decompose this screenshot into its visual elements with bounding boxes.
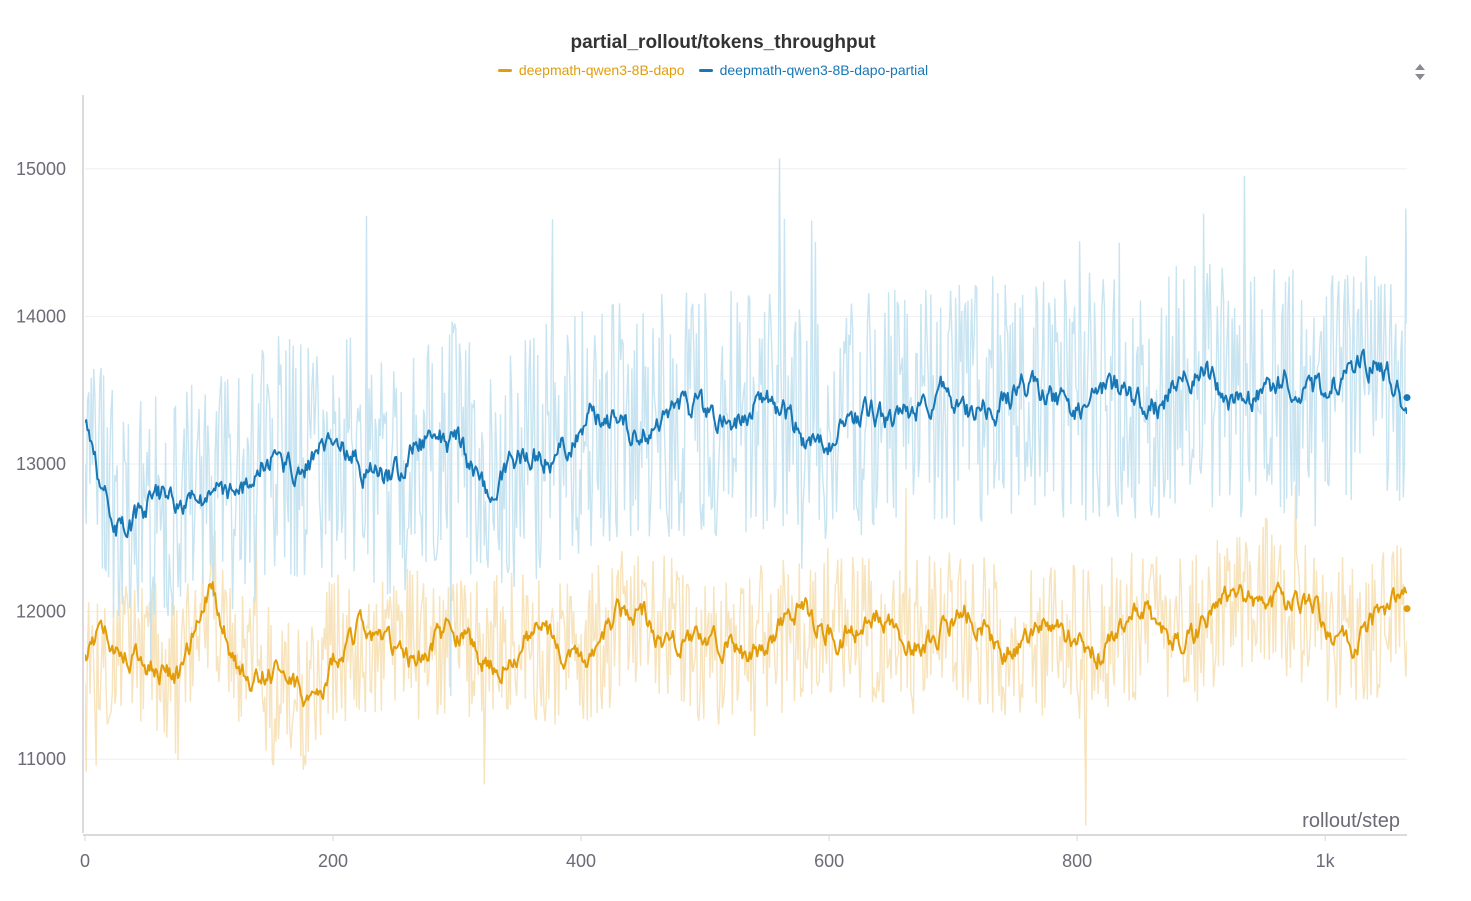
chart-title: partial_rollout/tokens_throughput xyxy=(570,32,876,53)
y-tick-label-2: 13000 xyxy=(16,454,66,474)
legend: deepmath-qwen3-8B-dapo deepmath-qwen3-8B… xyxy=(0,62,1426,78)
x-tick-label-3: 600 xyxy=(814,851,844,871)
series-smoothed-line-1 xyxy=(85,348,1407,539)
legend-swatch-dapo xyxy=(497,68,512,72)
y-tick-label-0: 11000 xyxy=(17,749,66,769)
legend-swatch-dapo-partial xyxy=(698,68,713,72)
y-tick-label-1: 12000 xyxy=(16,602,66,622)
series-end-marker-1 xyxy=(1403,394,1411,402)
series-end-marker-0 xyxy=(1403,605,1411,613)
series-raw-line-0 xyxy=(85,485,1407,826)
legend-label-dapo-partial: deepmath-qwen3-8B-dapo-partial xyxy=(719,62,929,78)
legend-item-dapo[interactable]: deepmath-qwen3-8B-dapo xyxy=(497,62,685,78)
y-tick-label-4: 15000 xyxy=(16,159,66,179)
series-raw-line-1 xyxy=(85,158,1407,696)
x-tick-label-1: 200 xyxy=(318,851,348,871)
x-axis-title: rollout/step xyxy=(1302,810,1400,832)
x-tick-label-0: 0 xyxy=(80,851,90,871)
x-tick-label-4: 800 xyxy=(1062,851,1092,871)
series-smoothed-line-0 xyxy=(85,581,1407,708)
x-tick-label-2: 400 xyxy=(566,851,596,871)
legend-label-dapo: deepmath-qwen3-8B-dapo xyxy=(518,62,685,78)
sort-updown-icon[interactable] xyxy=(1412,63,1428,81)
y-tick-label-3: 14000 xyxy=(16,306,66,326)
legend-item-dapo-partial[interactable]: deepmath-qwen3-8B-dapo-partial xyxy=(698,62,929,78)
x-tick-label-5: 1k xyxy=(1316,851,1336,871)
